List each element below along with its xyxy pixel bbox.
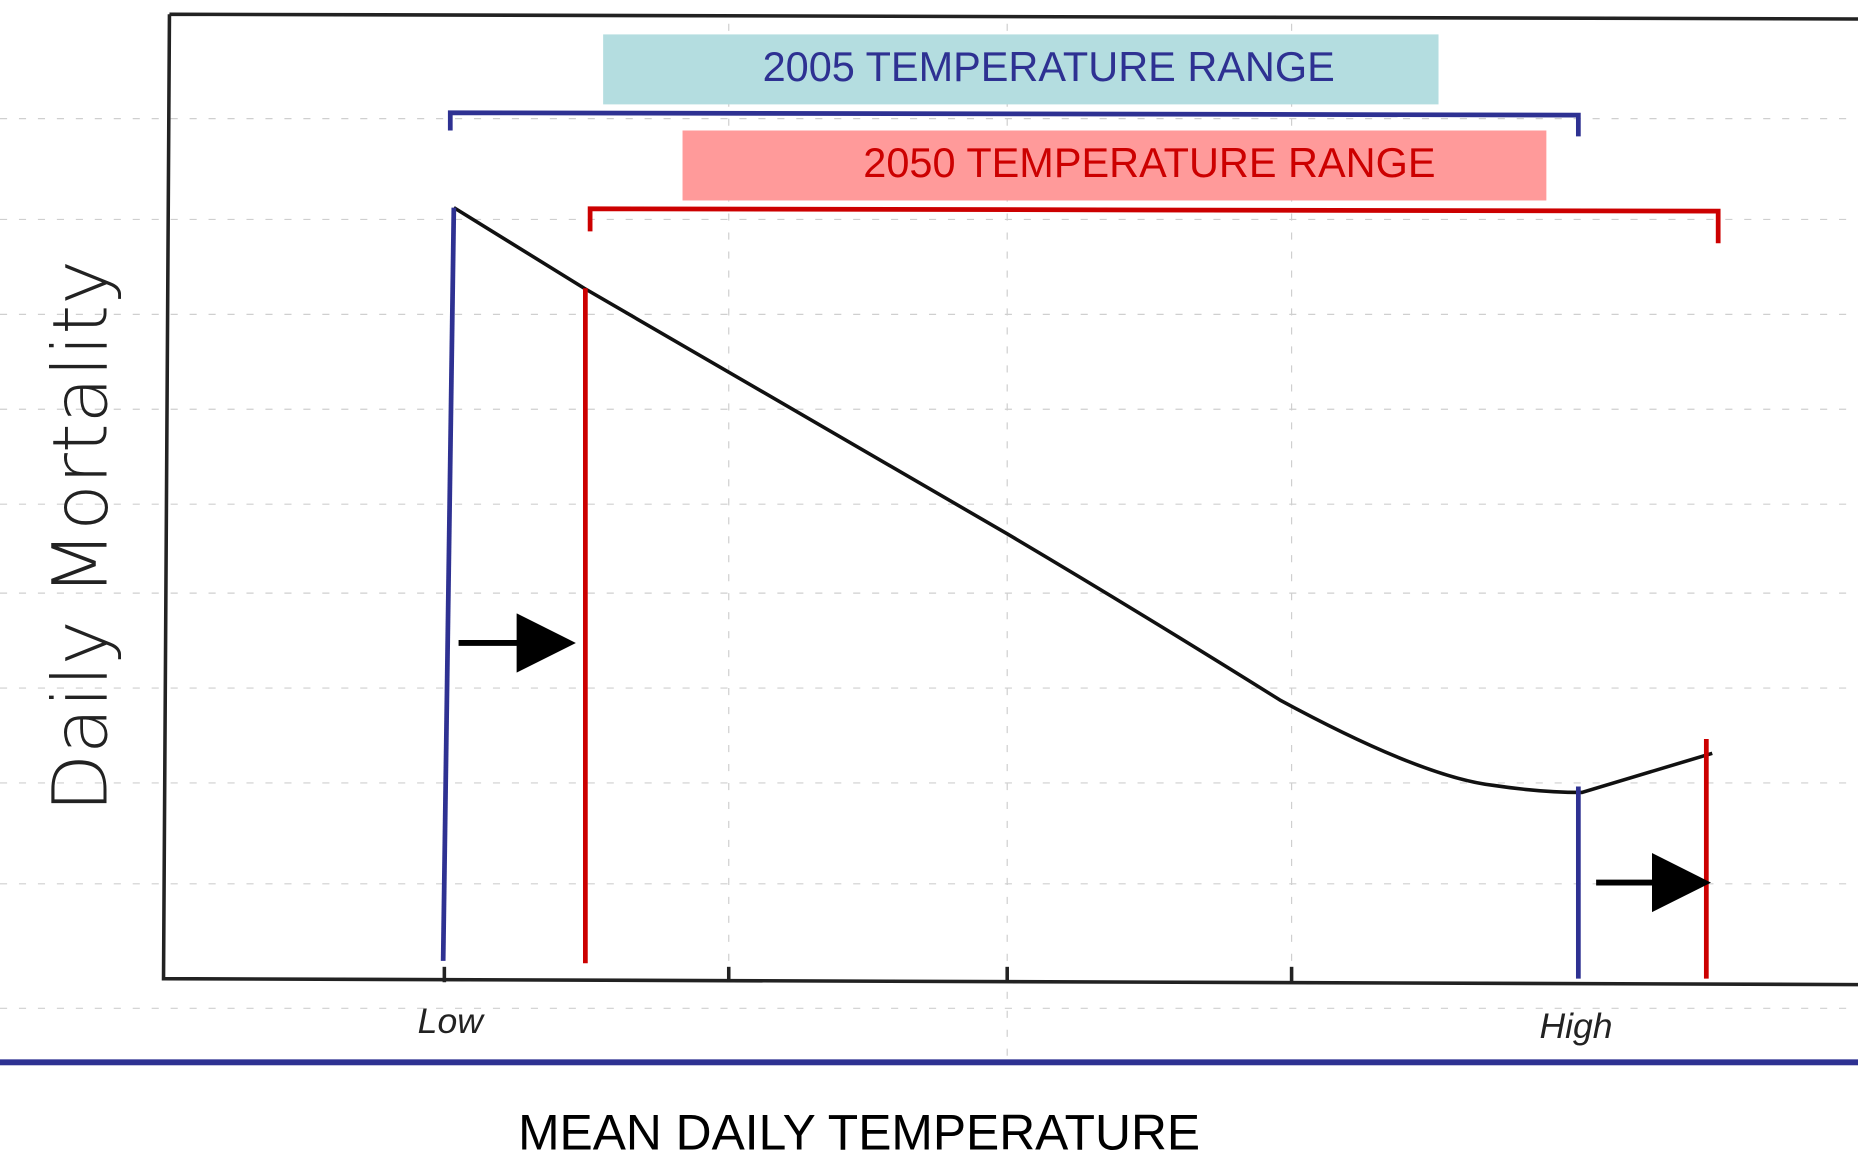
- x-high-label: High: [1539, 1006, 1612, 1046]
- range-2005-bracket: [447, 110, 1581, 137]
- x-low-label: Low: [418, 1001, 486, 1041]
- axes-frame: [161, 12, 1858, 987]
- range-2050-bracket: [587, 206, 1721, 244]
- grid: [0, 23, 1858, 1056]
- x-axis-title: MEAN DAILY TEMPERATURE: [518, 1105, 1200, 1159]
- range-2050-box: [682, 130, 1547, 201]
- low-2005-line: [440, 207, 457, 961]
- range-2050-label: 2050 TEMPERATURE RANGE: [863, 139, 1435, 186]
- y-axis-label: Daily Mortality: [36, 260, 124, 812]
- range-2005-box: [603, 34, 1439, 105]
- divider: [0, 1059, 1858, 1066]
- mortality-curve: [452, 206, 1713, 795]
- x-ticks: [442, 966, 1294, 983]
- range-2005-label: 2005 TEMPERATURE RANGE: [763, 43, 1335, 90]
